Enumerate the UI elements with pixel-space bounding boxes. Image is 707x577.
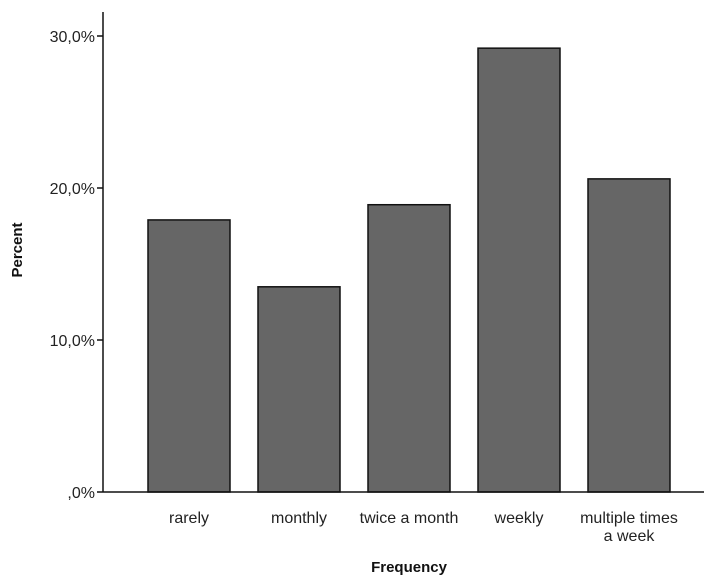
x-category-label: twice a month (360, 510, 459, 527)
y-tick-label: 10,0% (50, 333, 95, 350)
y-axis-title: Percent (9, 222, 26, 277)
bar-monthly (257, 286, 341, 493)
bar-multiple-times-a-week (587, 178, 671, 493)
y-axis-ticks: ,0% 10,0% 20,0% 30,0% (50, 29, 103, 502)
x-category-label: weekly (494, 510, 544, 527)
x-axis-title: Frequency (371, 559, 448, 576)
y-tick-label: ,0% (67, 485, 95, 502)
bars-group (147, 47, 671, 493)
x-category-label: monthly (271, 510, 327, 527)
y-tick-label: 20,0% (50, 181, 95, 198)
bar-rarely (147, 219, 231, 493)
y-tick-label: 30,0% (50, 29, 95, 46)
bar-weekly (477, 47, 561, 493)
x-category-label: rarely (169, 510, 209, 527)
plot-area: ,0% 10,0% 20,0% 30,0% rarely monthly twice a … (50, 12, 704, 545)
x-axis-category-labels: rarely monthly twice a month weekly multiple… (169, 510, 678, 545)
bar-twice-a-month (367, 203, 451, 493)
x-category-label: multiple times a week (580, 510, 678, 545)
